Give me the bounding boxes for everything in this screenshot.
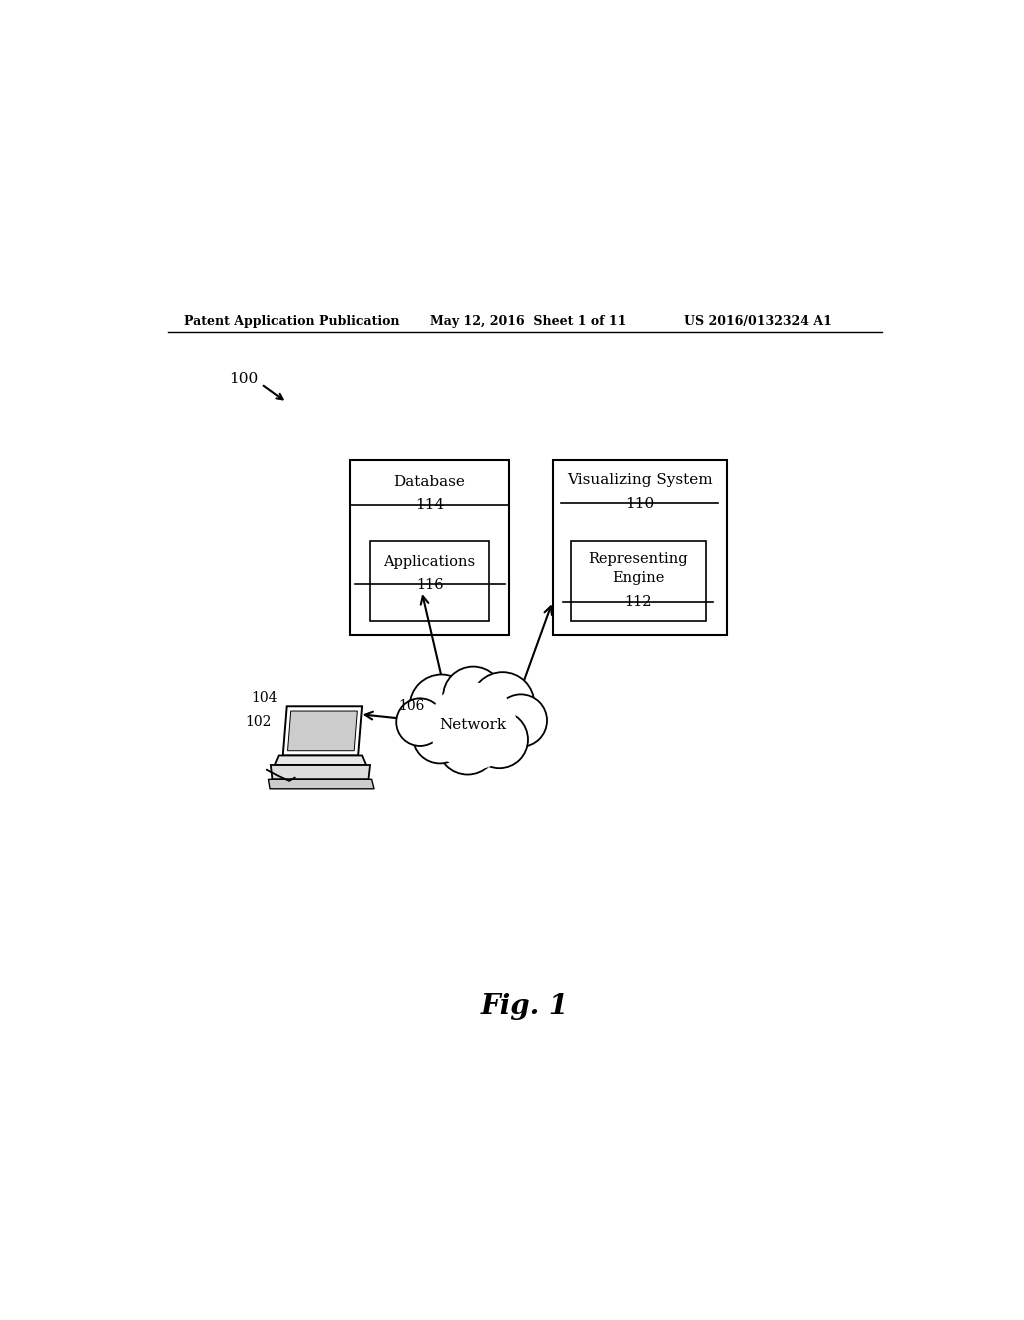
Circle shape bbox=[396, 698, 443, 746]
Circle shape bbox=[410, 675, 473, 738]
Circle shape bbox=[443, 667, 504, 727]
Circle shape bbox=[495, 694, 547, 747]
Text: 112: 112 bbox=[625, 595, 652, 609]
Circle shape bbox=[413, 709, 467, 763]
Circle shape bbox=[430, 682, 517, 770]
FancyBboxPatch shape bbox=[350, 461, 509, 635]
Circle shape bbox=[471, 711, 528, 768]
Text: Representing
Engine: Representing Engine bbox=[589, 552, 688, 585]
Text: Fig. 1: Fig. 1 bbox=[480, 993, 569, 1020]
Text: Network: Network bbox=[439, 718, 507, 731]
Circle shape bbox=[437, 714, 498, 775]
Text: Applications: Applications bbox=[384, 556, 475, 569]
Text: Database: Database bbox=[393, 475, 466, 488]
Text: Visualizing System: Visualizing System bbox=[567, 473, 713, 487]
Text: 106: 106 bbox=[397, 700, 424, 713]
Polygon shape bbox=[274, 755, 367, 766]
FancyBboxPatch shape bbox=[553, 461, 727, 635]
Text: 102: 102 bbox=[246, 715, 271, 729]
Polygon shape bbox=[270, 766, 370, 779]
Text: 110: 110 bbox=[626, 496, 654, 511]
Text: 104: 104 bbox=[251, 692, 278, 705]
Text: 114: 114 bbox=[415, 499, 444, 512]
Text: 116: 116 bbox=[416, 578, 443, 591]
Text: May 12, 2016  Sheet 1 of 11: May 12, 2016 Sheet 1 of 11 bbox=[430, 315, 626, 327]
FancyBboxPatch shape bbox=[370, 541, 489, 620]
Circle shape bbox=[471, 672, 535, 735]
Polygon shape bbox=[283, 706, 362, 755]
FancyBboxPatch shape bbox=[570, 541, 706, 620]
Polygon shape bbox=[268, 779, 374, 789]
Polygon shape bbox=[288, 711, 357, 751]
Text: Patent Application Publication: Patent Application Publication bbox=[183, 315, 399, 327]
Text: US 2016/0132324 A1: US 2016/0132324 A1 bbox=[684, 315, 831, 327]
Text: 100: 100 bbox=[228, 372, 258, 387]
